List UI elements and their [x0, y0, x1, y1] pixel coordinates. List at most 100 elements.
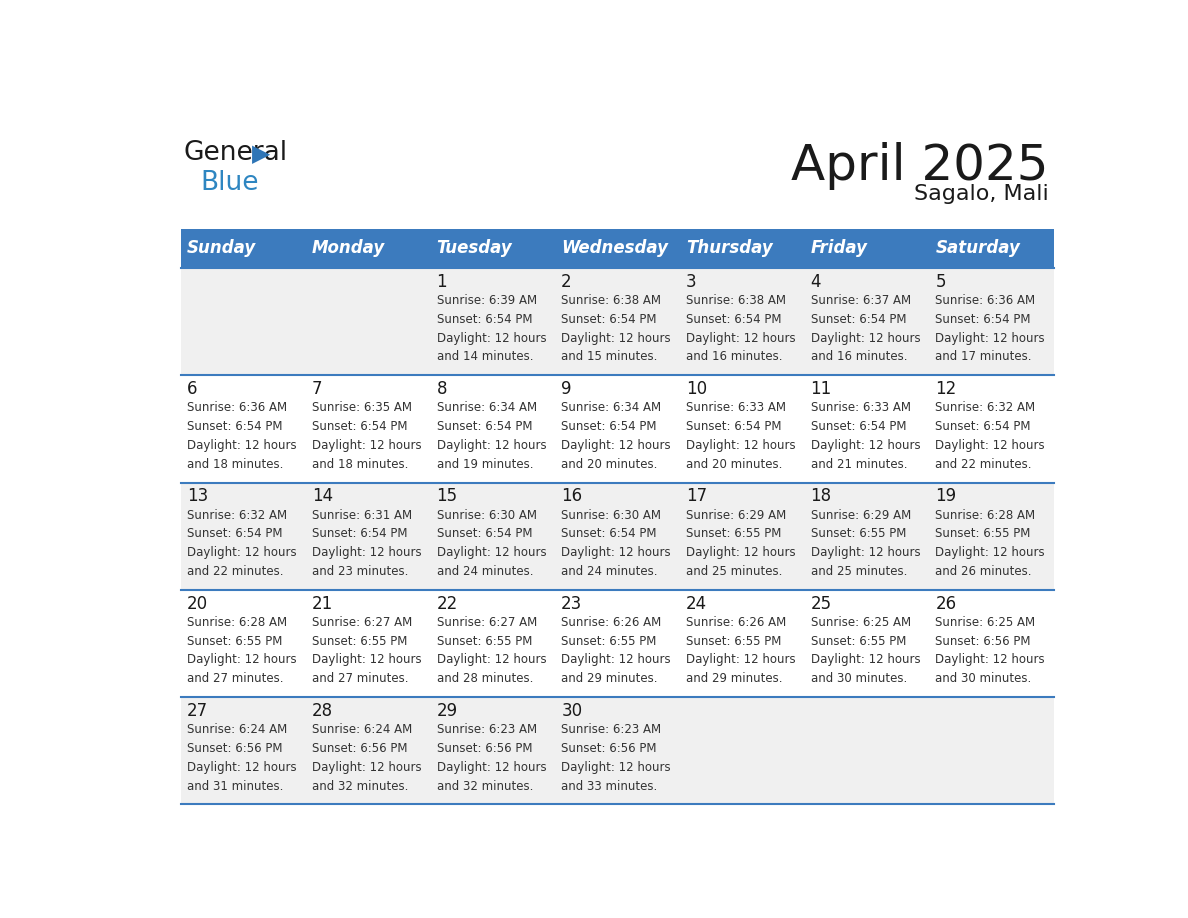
- Text: 16: 16: [561, 487, 582, 506]
- Bar: [555, 375, 680, 483]
- Text: Sunrise: 6:26 AM: Sunrise: 6:26 AM: [685, 616, 786, 629]
- Text: and 22 minutes.: and 22 minutes.: [188, 565, 284, 578]
- Bar: [555, 589, 680, 697]
- Text: Sunset: 6:54 PM: Sunset: 6:54 PM: [935, 420, 1031, 433]
- Text: Daylight: 12 hours: Daylight: 12 hours: [561, 439, 671, 452]
- Text: and 17 minutes.: and 17 minutes.: [935, 351, 1032, 364]
- Text: Daylight: 12 hours: Daylight: 12 hours: [188, 761, 297, 774]
- Text: 14: 14: [312, 487, 333, 506]
- Text: and 30 minutes.: and 30 minutes.: [935, 672, 1031, 685]
- Bar: [804, 229, 929, 268]
- Bar: [680, 375, 804, 483]
- Bar: [929, 229, 1054, 268]
- Text: Sunrise: 6:27 AM: Sunrise: 6:27 AM: [312, 616, 412, 629]
- Text: Sunrise: 6:32 AM: Sunrise: 6:32 AM: [935, 401, 1036, 414]
- Text: Blue: Blue: [200, 170, 259, 196]
- Bar: [804, 697, 929, 804]
- Text: Sunrise: 6:25 AM: Sunrise: 6:25 AM: [810, 616, 911, 629]
- Text: Sunset: 6:55 PM: Sunset: 6:55 PM: [810, 634, 906, 648]
- Text: Sunrise: 6:28 AM: Sunrise: 6:28 AM: [935, 509, 1036, 521]
- Text: April 2025: April 2025: [791, 142, 1049, 190]
- Text: General: General: [183, 140, 287, 166]
- Text: and 26 minutes.: and 26 minutes.: [935, 565, 1032, 578]
- Text: Daylight: 12 hours: Daylight: 12 hours: [436, 439, 546, 452]
- Bar: [430, 375, 555, 483]
- Text: and 18 minutes.: and 18 minutes.: [188, 458, 284, 471]
- Text: and 28 minutes.: and 28 minutes.: [436, 672, 533, 685]
- Text: Daylight: 12 hours: Daylight: 12 hours: [810, 331, 921, 345]
- Bar: [555, 229, 680, 268]
- Text: and 27 minutes.: and 27 minutes.: [188, 672, 284, 685]
- Bar: [929, 589, 1054, 697]
- Bar: [929, 375, 1054, 483]
- Text: Monday: Monday: [312, 240, 385, 257]
- Text: and 16 minutes.: and 16 minutes.: [810, 351, 908, 364]
- Text: Sunrise: 6:33 AM: Sunrise: 6:33 AM: [810, 401, 911, 414]
- Bar: [929, 697, 1054, 804]
- Text: Sunrise: 6:28 AM: Sunrise: 6:28 AM: [188, 616, 287, 629]
- Bar: [555, 697, 680, 804]
- Bar: [305, 483, 430, 589]
- Text: 27: 27: [188, 702, 208, 720]
- Text: Daylight: 12 hours: Daylight: 12 hours: [561, 761, 671, 774]
- Text: Saturday: Saturday: [935, 240, 1020, 257]
- Text: and 14 minutes.: and 14 minutes.: [436, 351, 533, 364]
- Text: 6: 6: [188, 380, 197, 398]
- Text: 23: 23: [561, 595, 582, 612]
- Text: 22: 22: [436, 595, 457, 612]
- Text: and 29 minutes.: and 29 minutes.: [685, 672, 783, 685]
- Bar: [305, 589, 430, 697]
- Text: 20: 20: [188, 595, 208, 612]
- Text: Sunrise: 6:33 AM: Sunrise: 6:33 AM: [685, 401, 786, 414]
- Text: Sunset: 6:56 PM: Sunset: 6:56 PM: [188, 742, 283, 755]
- Bar: [181, 268, 305, 375]
- Text: Sunrise: 6:38 AM: Sunrise: 6:38 AM: [685, 294, 786, 308]
- Text: Sunset: 6:54 PM: Sunset: 6:54 PM: [561, 528, 657, 541]
- Text: Sunset: 6:54 PM: Sunset: 6:54 PM: [436, 420, 532, 433]
- Text: Daylight: 12 hours: Daylight: 12 hours: [685, 439, 796, 452]
- Text: Sunset: 6:54 PM: Sunset: 6:54 PM: [312, 528, 407, 541]
- Text: Sunset: 6:54 PM: Sunset: 6:54 PM: [436, 313, 532, 326]
- Text: Sunset: 6:54 PM: Sunset: 6:54 PM: [685, 313, 782, 326]
- Text: Daylight: 12 hours: Daylight: 12 hours: [685, 654, 796, 666]
- Text: and 18 minutes.: and 18 minutes.: [312, 458, 409, 471]
- Text: 3: 3: [685, 273, 696, 291]
- Text: Daylight: 12 hours: Daylight: 12 hours: [312, 546, 422, 559]
- Text: Daylight: 12 hours: Daylight: 12 hours: [810, 546, 921, 559]
- Text: and 23 minutes.: and 23 minutes.: [312, 565, 409, 578]
- Bar: [680, 589, 804, 697]
- Text: Daylight: 12 hours: Daylight: 12 hours: [935, 331, 1045, 345]
- Text: Wednesday: Wednesday: [561, 240, 668, 257]
- Text: Sagalo, Mali: Sagalo, Mali: [915, 185, 1049, 205]
- Text: Sunrise: 6:31 AM: Sunrise: 6:31 AM: [312, 509, 412, 521]
- Text: Sunrise: 6:27 AM: Sunrise: 6:27 AM: [436, 616, 537, 629]
- Text: and 19 minutes.: and 19 minutes.: [436, 458, 533, 471]
- Text: Sunrise: 6:38 AM: Sunrise: 6:38 AM: [561, 294, 662, 308]
- Text: 2: 2: [561, 273, 571, 291]
- Text: Sunset: 6:56 PM: Sunset: 6:56 PM: [436, 742, 532, 755]
- Bar: [181, 229, 305, 268]
- Text: Daylight: 12 hours: Daylight: 12 hours: [436, 331, 546, 345]
- Text: ▶: ▶: [252, 142, 270, 166]
- Bar: [305, 697, 430, 804]
- Text: Sunrise: 6:37 AM: Sunrise: 6:37 AM: [810, 294, 911, 308]
- Text: 15: 15: [436, 487, 457, 506]
- Text: 9: 9: [561, 380, 571, 398]
- Text: Daylight: 12 hours: Daylight: 12 hours: [685, 331, 796, 345]
- Bar: [929, 483, 1054, 589]
- Text: Sunrise: 6:34 AM: Sunrise: 6:34 AM: [561, 401, 662, 414]
- Text: Sunrise: 6:35 AM: Sunrise: 6:35 AM: [312, 401, 412, 414]
- Text: Daylight: 12 hours: Daylight: 12 hours: [188, 654, 297, 666]
- Text: 30: 30: [561, 702, 582, 720]
- Text: Daylight: 12 hours: Daylight: 12 hours: [188, 439, 297, 452]
- Text: Sunrise: 6:36 AM: Sunrise: 6:36 AM: [188, 401, 287, 414]
- Text: 5: 5: [935, 273, 946, 291]
- Text: Sunrise: 6:32 AM: Sunrise: 6:32 AM: [188, 509, 287, 521]
- Text: and 29 minutes.: and 29 minutes.: [561, 672, 658, 685]
- Bar: [430, 697, 555, 804]
- Text: Sunset: 6:55 PM: Sunset: 6:55 PM: [188, 634, 283, 648]
- Text: Sunset: 6:54 PM: Sunset: 6:54 PM: [436, 528, 532, 541]
- Text: and 22 minutes.: and 22 minutes.: [935, 458, 1032, 471]
- Text: Sunrise: 6:29 AM: Sunrise: 6:29 AM: [685, 509, 786, 521]
- Text: 13: 13: [188, 487, 208, 506]
